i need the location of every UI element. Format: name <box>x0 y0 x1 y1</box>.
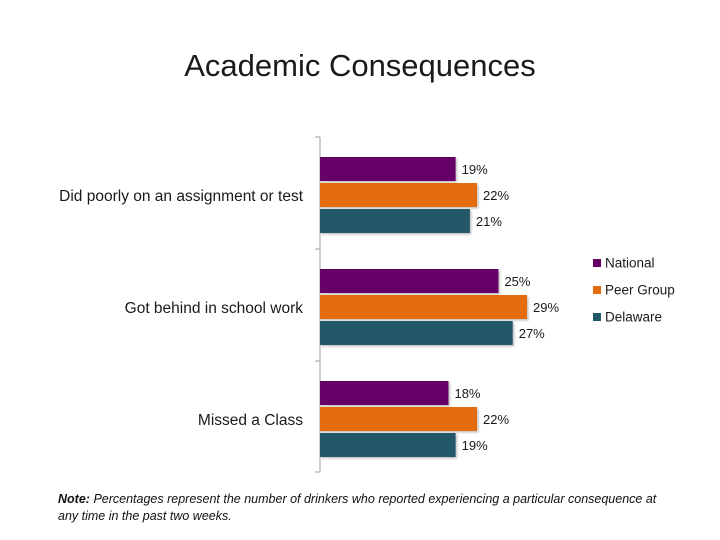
data-label: 19% <box>462 162 488 177</box>
bar-delaware <box>320 321 513 345</box>
data-label: 22% <box>483 188 509 203</box>
note-label: Note: <box>58 492 90 506</box>
legend-label: National <box>605 256 655 271</box>
data-label: 18% <box>454 386 480 401</box>
bar-national <box>320 269 499 293</box>
bar-national <box>320 381 449 405</box>
category-label: Missed a Class <box>198 412 303 429</box>
category-label: Did poorly on an assignment or test <box>59 188 304 205</box>
page-title: Academic Consequences <box>184 48 536 83</box>
data-label: 27% <box>519 326 545 341</box>
data-label: 25% <box>504 274 530 289</box>
legend-label: Peer Group <box>605 283 675 298</box>
bar-peer-group <box>320 407 478 431</box>
legend-label: Delaware <box>605 310 662 325</box>
bar-national <box>320 157 456 181</box>
bar-peer-group <box>320 295 527 319</box>
footnote: Note: Percentages represent the number o… <box>58 491 658 525</box>
bar-delaware <box>320 433 456 457</box>
category-label: Got behind in school work <box>125 300 304 317</box>
legend-swatch <box>593 259 601 267</box>
data-label: 29% <box>533 300 559 315</box>
legend-swatch <box>593 286 601 294</box>
data-label: 21% <box>476 214 502 229</box>
data-label: 22% <box>483 412 509 427</box>
bar-peer-group <box>320 183 478 207</box>
legend-swatch <box>593 313 601 321</box>
note-text: Percentages represent the number of drin… <box>58 492 657 523</box>
bar-delaware <box>320 209 470 233</box>
data-label: 19% <box>462 438 488 453</box>
